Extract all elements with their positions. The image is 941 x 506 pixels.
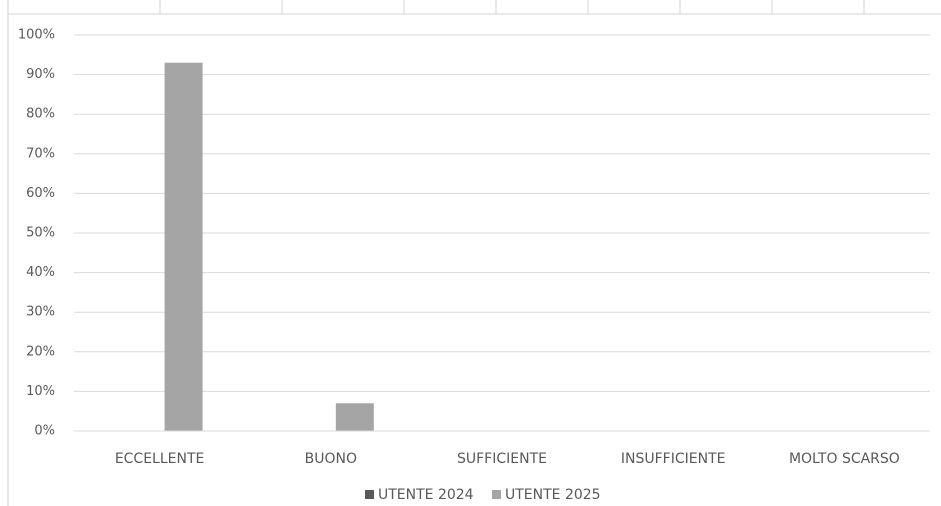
y-tick-label: 40% [26,265,55,280]
y-tick-label: 60% [26,186,55,201]
y-tick-label: 10% [26,384,55,399]
x-tick-label: INSUFFICIENTE [621,451,726,467]
y-tick-label: 100% [18,28,55,43]
x-tick-label: MOLTO SCARSO [789,451,900,467]
legend-label: UTENTE 2024 [378,487,474,503]
y-tick-label: 20% [26,344,55,359]
bar [164,62,203,431]
x-tick-label: BUONO [305,451,357,467]
legend-swatch [492,490,501,499]
y-tick-label: 80% [26,107,55,122]
legend-swatch [365,490,374,499]
sheet-cells [7,0,941,506]
bar [335,403,374,431]
x-tick-label: SUFFICIENTE [457,451,547,467]
y-tick-label: 90% [26,67,55,82]
legend-label: UTENTE 2025 [505,487,601,503]
y-tick-label: 30% [26,305,55,320]
y-tick-label: 0% [34,424,55,439]
y-tick-label: 70% [26,146,55,161]
y-tick-label: 50% [26,226,55,241]
x-tick-label: ECCELLENTE [115,451,205,467]
